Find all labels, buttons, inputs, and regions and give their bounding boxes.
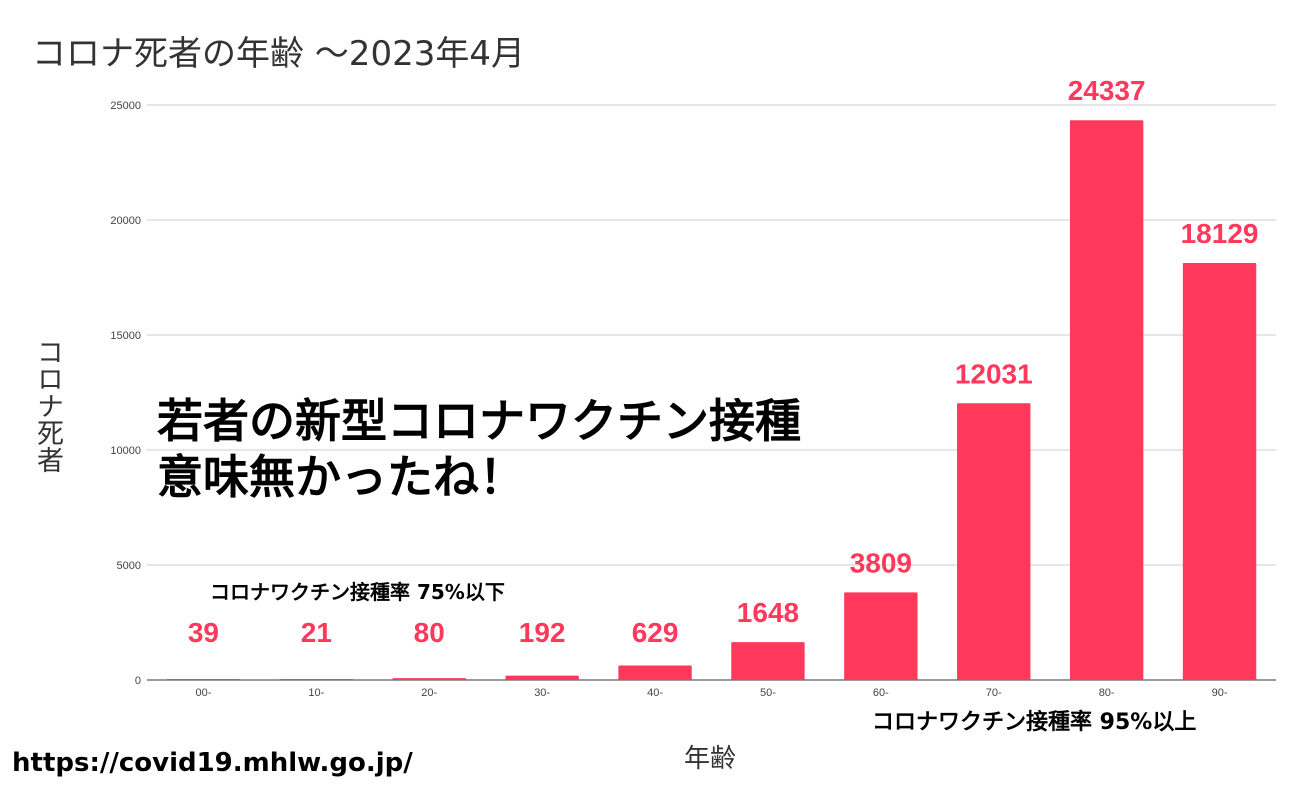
x-tick-label: 00-	[195, 687, 211, 699]
y-tick-label: 20000	[110, 215, 141, 227]
bar-50-	[731, 642, 805, 680]
data-label: 21	[301, 617, 332, 648]
data-label: 629	[632, 617, 679, 648]
headline-annotation: 若者の新型コロナワクチン接種 意味無かったね！	[157, 393, 801, 505]
x-tick-label: 80-	[1099, 687, 1115, 699]
data-label: 12031	[955, 358, 1033, 389]
data-label: 80	[414, 617, 445, 648]
x-tick-label: 50-	[760, 687, 776, 699]
vaccination-rate-note-high: コロナワクチン接種率 95%以上	[872, 710, 1197, 735]
y-tick-label: 10000	[110, 445, 141, 457]
data-label: 3809	[850, 547, 912, 578]
data-label: 192	[519, 617, 566, 648]
x-tick-label: 90-	[1212, 687, 1228, 699]
bar-20-	[392, 678, 466, 680]
headline-line-2: 意味無かったね！	[157, 450, 525, 505]
y-tick-label: 25000	[110, 100, 141, 112]
bar-00-	[166, 679, 241, 680]
x-tick-label: 30-	[534, 687, 550, 699]
data-label: 39	[188, 617, 219, 648]
bar-70-	[957, 403, 1031, 680]
chart-title: コロナ死者の年齢 ～2023年4月	[32, 34, 525, 74]
x-tick-label: 60-	[873, 687, 889, 699]
bar-60-	[844, 592, 918, 680]
vaccination-rate-note-low: コロナワクチン接種率 75%以下	[210, 580, 505, 604]
bar-40-	[618, 665, 692, 680]
headline-line-1: 若者の新型コロナワクチン接種	[157, 394, 801, 448]
bar-10-	[279, 679, 354, 680]
y-tick-label: 5000	[117, 560, 141, 572]
source-url: https://covid19.mhlw.go.jp/	[12, 748, 413, 778]
x-tick-label: 10-	[308, 687, 324, 699]
y-tick-label: 15000	[110, 330, 141, 342]
x-tick-label: 70-	[986, 687, 1002, 699]
x-tick-label: 20-	[421, 687, 437, 699]
x-tick-label: 40-	[647, 687, 663, 699]
bar-80-	[1069, 120, 1144, 680]
y-tick-label: 0	[135, 675, 141, 687]
data-label: 18129	[1181, 218, 1259, 249]
data-label: 24337	[1068, 75, 1146, 106]
y-axis-label: コロナ死者	[32, 338, 63, 473]
bar-90-	[1182, 263, 1257, 680]
x-axis-label: 年齢	[684, 744, 737, 774]
data-label: 1648	[737, 597, 799, 628]
bar-30-	[505, 675, 579, 680]
